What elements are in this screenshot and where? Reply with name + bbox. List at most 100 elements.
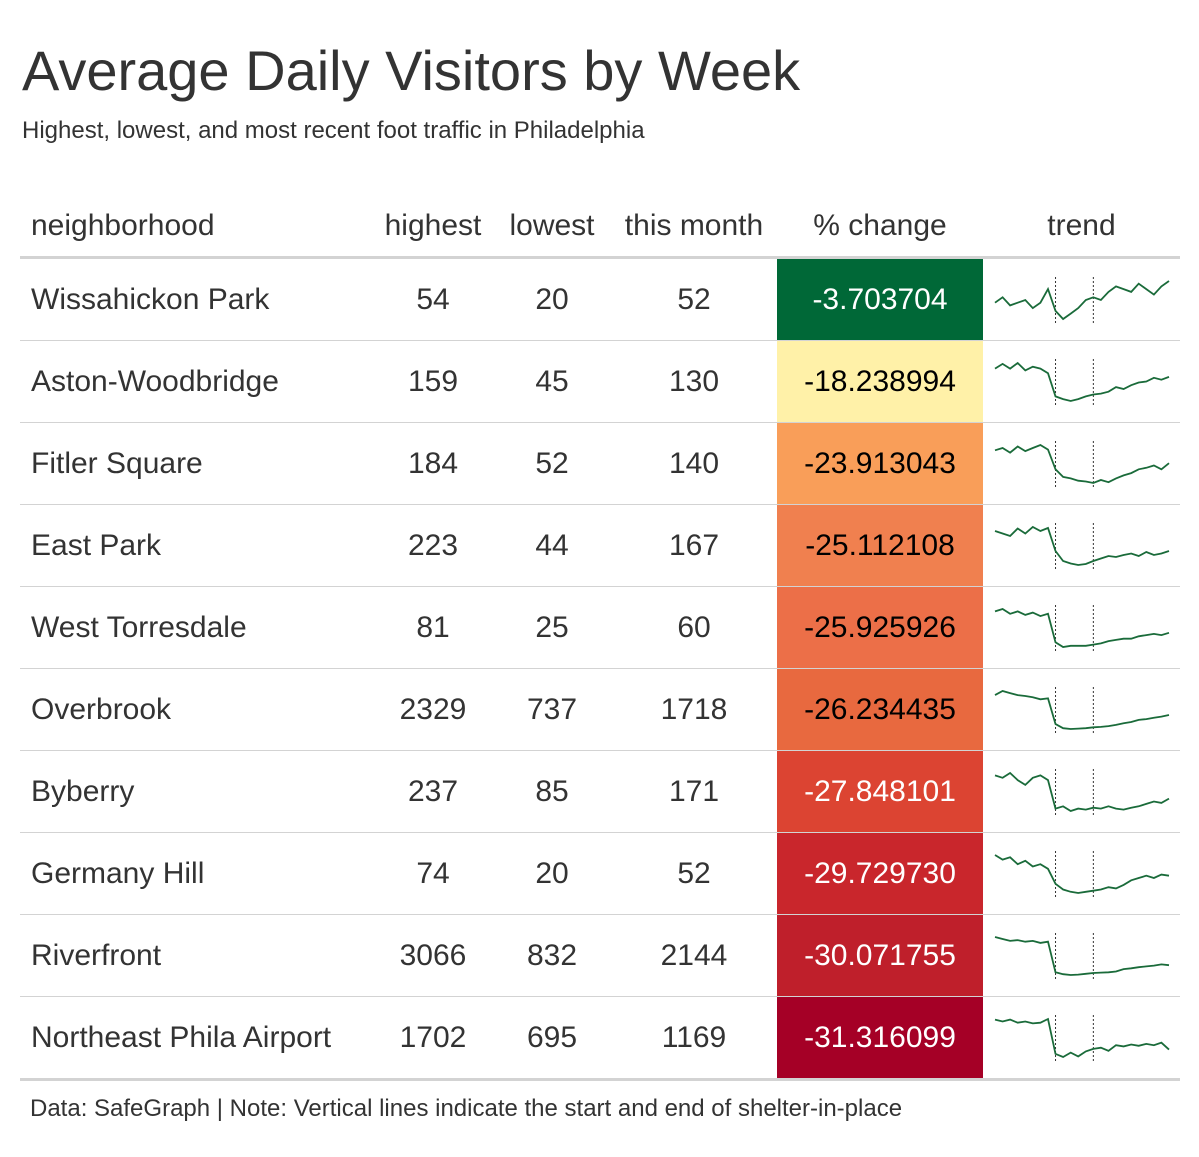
- table-row: Overbrook 2329 737 1718 -26.234435: [20, 668, 1180, 751]
- trend-cell: [983, 586, 1180, 669]
- trend-line: [994, 689, 1169, 730]
- lowest-cell: 737: [493, 668, 611, 751]
- neighborhood-cell: Riverfront: [20, 914, 373, 997]
- header-trend: trend: [983, 196, 1180, 259]
- header-pct-change: % change: [777, 196, 983, 259]
- header-neighborhood: neighborhood: [20, 196, 373, 259]
- pct-change-cell: -29.729730: [777, 832, 983, 915]
- trend-cell: [983, 504, 1180, 587]
- trend-sparkline: [994, 604, 1169, 651]
- trend-sparkline: [994, 1014, 1170, 1061]
- neighborhood-cell: Wissahickon Park: [31, 282, 270, 316]
- trend-cell: [983, 750, 1180, 833]
- trend-sparkline: [993, 276, 1170, 323]
- table-row: Byberry 237 85 171 -27.848101: [20, 750, 1180, 833]
- footnote: Data: SafeGraph | Note: Vertical lines i…: [30, 1095, 903, 1122]
- trend-cell: [983, 258, 1180, 341]
- trend-line: [994, 443, 1170, 484]
- lowest-cell: 45: [493, 340, 611, 423]
- table-row: Riverfront 3066 832 2144 -30.071755: [20, 914, 1180, 997]
- table-body: Wissahickon Park 54 20 52 -3.703704 Aston-Woo…: [20, 257, 1180, 1081]
- trend-cell: [983, 668, 1180, 751]
- this-month-cell: 1169: [611, 996, 777, 1081]
- header-this-month: this month: [611, 196, 777, 259]
- table-row: Fitler Square 184 52 140 -23.913043: [20, 422, 1180, 505]
- lowest-cell: 44: [493, 504, 611, 587]
- header-row: neighborhood highest lowest this month %…: [20, 196, 1180, 259]
- highest-cell: 3066: [373, 914, 493, 997]
- highest-cell: 74: [373, 832, 493, 915]
- highest-cell: 81: [373, 586, 493, 669]
- trend-cell: [983, 422, 1180, 505]
- table-row: Wissahickon Park 54 20 52 -3.703704: [20, 257, 1180, 341]
- highest-cell: 2329: [373, 668, 493, 751]
- trend-sparkline: [994, 932, 1169, 979]
- table-row: West Torresdale 81 25 60 -25.925926: [20, 586, 1180, 669]
- trend-sparkline: [994, 358, 1169, 405]
- neighborhood-cell: Northeast Phila Airport: [20, 996, 373, 1081]
- trend-sparkline: [994, 686, 1169, 733]
- this-month-cell: 52: [611, 832, 777, 915]
- trend-line: [994, 525, 1169, 566]
- table-row: Aston-Woodbridge 159 45 130 -18.238994: [20, 340, 1180, 423]
- highest-cell: 237: [373, 750, 493, 833]
- highest-cell: 159: [373, 340, 493, 423]
- lowest-cell: 25: [493, 586, 611, 669]
- pct-change-cell: -27.848101: [777, 750, 983, 833]
- neighborhood-cell: Byberry: [20, 750, 373, 833]
- highest-cell: 1702: [373, 996, 493, 1081]
- trend-line: [994, 361, 1169, 402]
- this-month-cell: 1718: [611, 668, 777, 751]
- trend-cell: [983, 914, 1180, 997]
- chart-title: Average Daily Visitors by Week: [22, 39, 801, 102]
- chart-subtitle: Highest, lowest, and most recent foot tr…: [22, 117, 645, 144]
- this-month-cell: 52: [677, 282, 711, 316]
- table-row: East Park 223 44 167 -25.112108: [20, 504, 1180, 587]
- pct-change-cell: -18.238994: [777, 340, 983, 423]
- lowest-cell: 695: [493, 996, 611, 1081]
- trend-cell: [983, 340, 1180, 423]
- trend-line: [994, 935, 1169, 976]
- trend-line: [993, 279, 1170, 320]
- pct-change-cell: -3.703704: [777, 257, 983, 341]
- pct-change-cell: -31.316099: [777, 996, 983, 1081]
- trend-sparkline: [994, 522, 1169, 569]
- trend-line: [994, 607, 1169, 648]
- pct-change-cell: -26.234435: [777, 668, 983, 751]
- header-lowest: lowest: [493, 196, 611, 259]
- neighborhood-cell: West Torresdale: [20, 586, 373, 669]
- table-row: Northeast Phila Airport 1702 695 1169 -31.31…: [20, 996, 1180, 1081]
- this-month-cell: 140: [611, 422, 777, 505]
- neighborhood-cell: Aston-Woodbridge: [20, 340, 373, 423]
- highest-cell: 223: [373, 504, 493, 587]
- trend-sparkline: [994, 440, 1170, 487]
- highest-cell: 54: [416, 282, 450, 316]
- this-month-cell: 171: [611, 750, 777, 833]
- this-month-cell: 167: [611, 504, 777, 587]
- trend-line: [994, 771, 1169, 812]
- neighborhood-cell: Overbrook: [20, 668, 373, 751]
- lowest-cell: 52: [493, 422, 611, 505]
- pct-change-cell: -30.071755: [777, 914, 983, 997]
- trend-line: [994, 1017, 1170, 1058]
- lowest-cell: 85: [493, 750, 611, 833]
- highest-cell: 184: [373, 422, 493, 505]
- visitors-table: neighborhood highest lowest this month %…: [20, 196, 1180, 1081]
- pct-change-cell: -25.925926: [777, 586, 983, 669]
- this-month-cell: 2144: [611, 914, 777, 997]
- pct-change-cell: -23.913043: [777, 422, 983, 505]
- trend-sparkline: [994, 850, 1169, 897]
- this-month-cell: 60: [611, 586, 777, 669]
- pct-change-cell: -25.112108: [777, 504, 983, 587]
- lowest-cell: 20: [535, 282, 569, 316]
- table-row: Germany Hill 74 20 52 -29.729730: [20, 832, 1180, 915]
- neighborhood-cell: East Park: [20, 504, 373, 587]
- neighborhood-cell: Fitler Square: [20, 422, 373, 505]
- lowest-cell: 20: [493, 832, 611, 915]
- lowest-cell: 832: [493, 914, 611, 997]
- this-month-cell: 130: [611, 340, 777, 423]
- trend-cell: [983, 996, 1180, 1081]
- trend-line: [994, 853, 1169, 894]
- trend-cell: [983, 832, 1180, 915]
- header-highest: highest: [373, 196, 493, 259]
